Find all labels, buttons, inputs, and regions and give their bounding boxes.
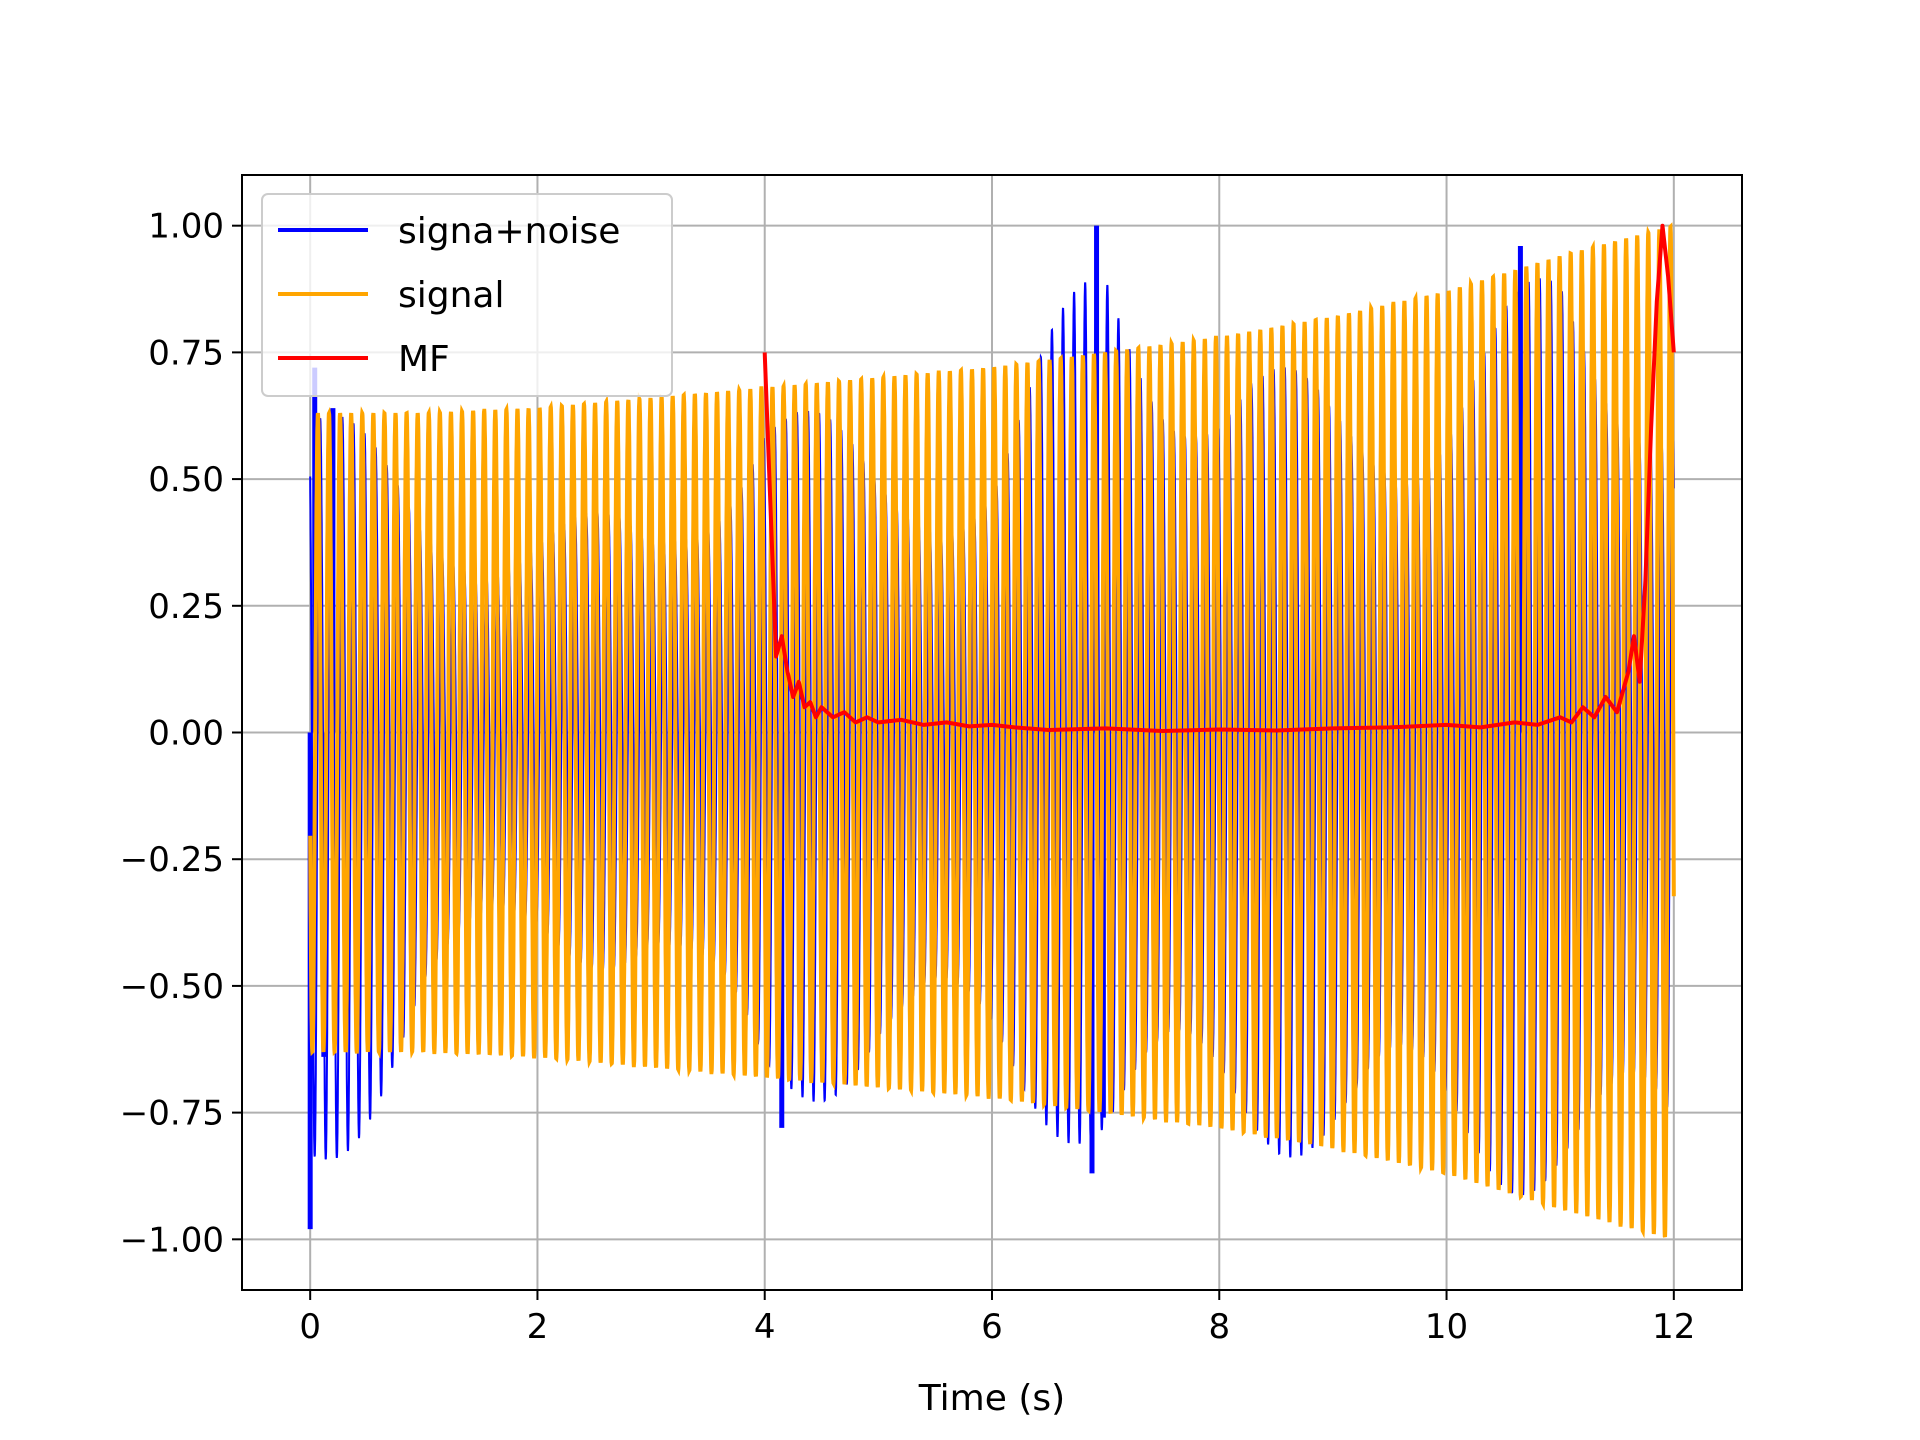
y-tick-label: 0.25 bbox=[148, 587, 224, 627]
x-tick-label: 12 bbox=[1652, 1307, 1695, 1347]
y-tick-label: −0.25 bbox=[120, 840, 224, 880]
x-tick-label: 8 bbox=[1208, 1307, 1230, 1347]
x-tick-label: 10 bbox=[1425, 1307, 1468, 1347]
plot-series bbox=[307, 222, 1676, 1239]
series-mf-line bbox=[762, 223, 1676, 733]
y-tick-label: −1.00 bbox=[120, 1220, 224, 1260]
y-tick-label: −0.75 bbox=[120, 1094, 224, 1134]
series-signal-line bbox=[308, 222, 1676, 1239]
legend-box bbox=[261, 193, 673, 397]
axis-ticks: 0 2 4 6 8 10 12 −1.00 −0.75 −0.50 −0.25 0.00 0.25 0.5… bbox=[120, 207, 1696, 1347]
y-tick-label: −0.50 bbox=[120, 967, 224, 1007]
y-tick-label: 0.00 bbox=[148, 714, 224, 754]
y-tick-label: 1.00 bbox=[148, 207, 224, 247]
y-tick-label: 0.50 bbox=[148, 460, 224, 500]
x-tick-label: 6 bbox=[981, 1307, 1003, 1347]
x-tick-label: 4 bbox=[754, 1307, 776, 1347]
legend-label: signal bbox=[398, 275, 505, 316]
x-tick-label: 2 bbox=[527, 1307, 549, 1347]
y-tick-label: 0.75 bbox=[148, 333, 224, 373]
x-axis-label: Time (s) bbox=[918, 1378, 1065, 1419]
legend-label: signa+noise bbox=[398, 211, 620, 252]
x-tick-label: 0 bbox=[299, 1307, 321, 1347]
legend-label: MF bbox=[398, 339, 450, 380]
legend: signa+noise signal MF bbox=[261, 193, 673, 397]
